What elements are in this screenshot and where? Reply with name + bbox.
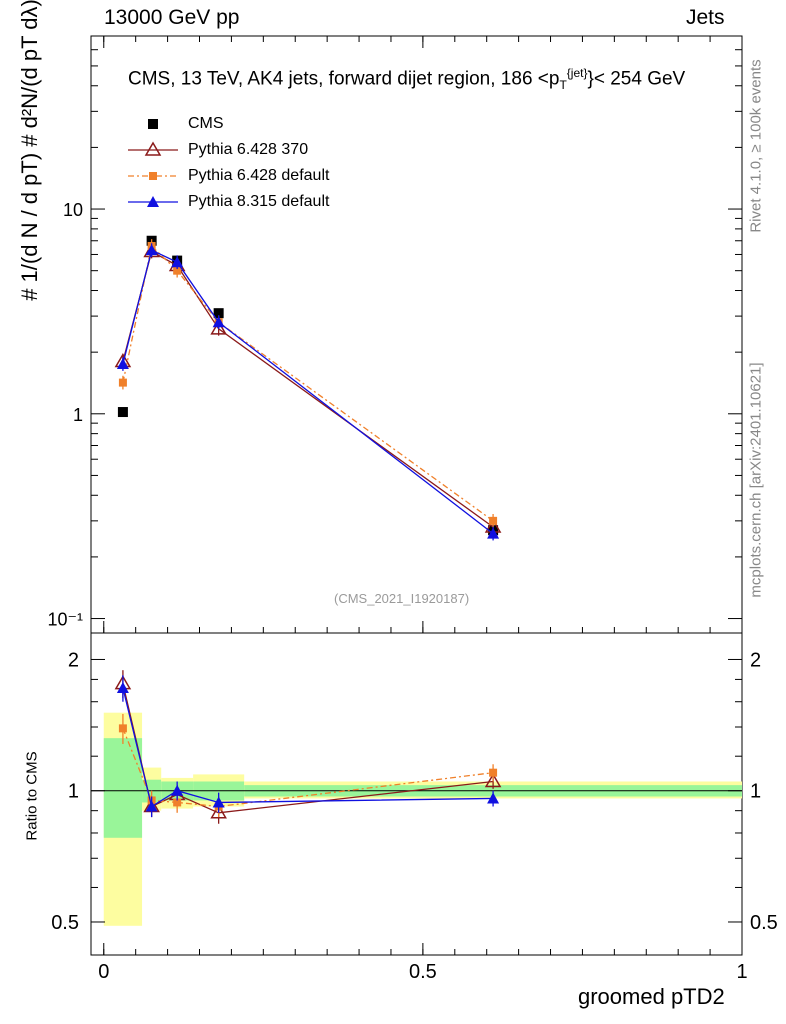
ratio-point-3-1 [145, 800, 158, 812]
ratio-point-1-3 [210, 804, 227, 819]
main-point-2-4 [489, 516, 498, 525]
mcplots-label: mcplots.cern.ch [arXiv:2401.10621] [747, 362, 765, 598]
x-tick-label-0: 0 [98, 961, 109, 983]
y-axis-label: # 1/(d N / d pT) # d²N/(d pT dλ) [17, 0, 42, 301]
x-tick-label-2: 1 [736, 961, 747, 983]
legend-marker-1 [144, 141, 162, 156]
ratio-point-3-2 [171, 784, 184, 796]
main-line-series-3 [122, 249, 494, 535]
x-axis-label: groomed pTD2 [578, 984, 725, 1009]
plot-title-sub: T [559, 78, 567, 93]
y-ratio-tick-label-right-0: 0.5 [750, 912, 778, 934]
band-inner-0 [103, 738, 143, 838]
beam-energy-label: 13000 GeV pp [104, 6, 240, 29]
plot-title-main: CMS, 13 TeV, AK4 jets, forward dijet reg… [128, 68, 560, 90]
plot-title: CMS, 13 TeV, AK4 jets, forward dijet reg… [128, 66, 685, 92]
legend-label-pythia6-370: Pythia 6.428 370 [188, 141, 309, 158]
legend-label-pythia8: Pythia 8.315 default [188, 193, 330, 210]
ratio-axis-label: Ratio to CMS [23, 751, 41, 841]
ratio-point-1-4 [484, 772, 502, 788]
ratio-point-3-0 [116, 682, 129, 694]
y-ratio-tick-label-right-1: 1 [750, 781, 761, 803]
ratio-point-3-3 [212, 796, 225, 808]
ratio-uncertainty-bands [103, 712, 743, 926]
y-main-tick-label-0: 10⁻¹ [47, 610, 83, 630]
main-point-3-0 [116, 358, 129, 370]
main-point-0-3 [213, 308, 224, 319]
main-line-series-1 [122, 250, 494, 528]
x-tick-label-1: 0.5 [409, 961, 437, 983]
legend-marker-2 [149, 172, 157, 180]
y-ratio-tick-label-2: 2 [68, 649, 79, 671]
main-point-3-1 [145, 244, 158, 256]
main-point-3-4 [487, 527, 500, 539]
legend-label-cms: CMS [188, 115, 224, 132]
main-point-1-3 [210, 320, 227, 335]
ratio-point-3-4 [487, 792, 500, 804]
legend-marker-3 [147, 196, 159, 207]
axis-ticks [91, 35, 743, 955]
ratio-series-layer [114, 670, 502, 824]
main-point-3-2 [171, 256, 184, 268]
ratio-point-2-0 [118, 724, 127, 733]
main-point-0-0 [117, 407, 128, 418]
legend-marker-0 [148, 119, 158, 129]
plot-title-tail: }< 254 GeV [587, 68, 686, 90]
y-ratio-tick-label-1: 1 [68, 781, 79, 803]
analysis-id-label: (CMS_2021_I1920187) [334, 591, 470, 606]
main-point-2-2 [173, 266, 182, 275]
y-ratio-tick-label-0: 0.5 [51, 912, 79, 934]
y-ratio-tick-label-right-2: 2 [750, 649, 761, 671]
main-line-series-2 [122, 244, 494, 522]
main-point-3-3 [212, 316, 225, 328]
tick-labels: 0 0.5 1 10⁻¹ 1 10 0.5 0.5 1 1 2 2 [47, 200, 777, 983]
rivet-version-label: Rivet 4.1.0, ≥ 100k events [747, 59, 765, 233]
main-series-layer [114, 235, 502, 541]
ratio-point-2-4 [489, 768, 498, 777]
category-label: Jets [686, 6, 725, 29]
ratio-point-2-2 [173, 798, 182, 807]
main-point-2-0 [118, 378, 127, 387]
y-main-tick-label-1: 1 [73, 405, 83, 425]
legend-markers [128, 119, 178, 207]
legend-label-pythia6-default: Pythia 6.428 default [188, 167, 330, 184]
plot-title-sup: {jet} [566, 66, 588, 80]
y-main-tick-label-2: 10 [63, 200, 83, 220]
